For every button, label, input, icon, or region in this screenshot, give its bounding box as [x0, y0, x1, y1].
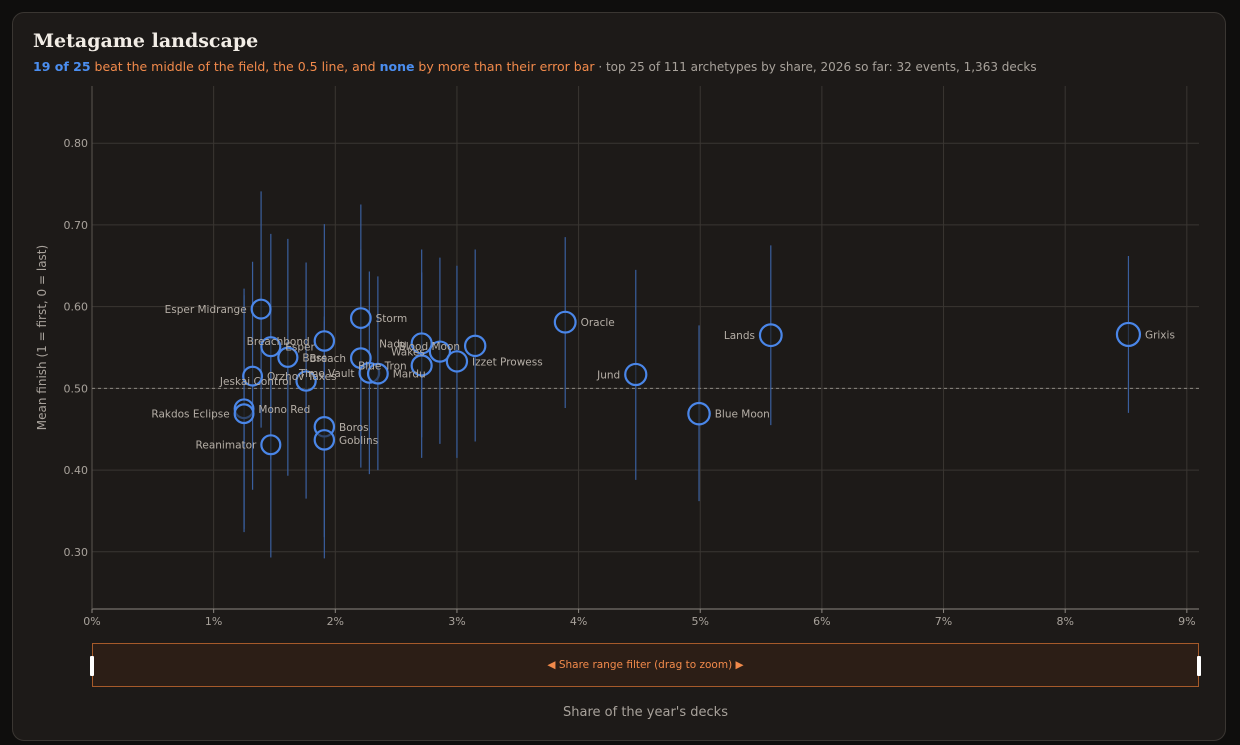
axis-ticks: 0% 1% 2% 3% 4% 5% 6% 7% 8% 9% 0.30 0.40 0.50 0.60 0.70…: [64, 137, 1196, 628]
range-filter-label: ◀ Share range filter (drag to zoom) ▶: [547, 659, 744, 671]
point-label: Lands: [724, 330, 755, 342]
range-handle-right[interactable]: [1197, 656, 1201, 676]
data-point[interactable]: [260, 336, 282, 358]
data-point[interactable]: [242, 365, 264, 387]
share-range-filter[interactable]: ◀ Share range filter (drag to zoom) ▶: [90, 643, 1201, 687]
point-label: Izzet Prowess: [472, 356, 543, 368]
y-tick-label: 0.60: [64, 301, 89, 314]
chart-subtitle: 19 of 25 beat the middle of the field, t…: [33, 59, 1037, 74]
x-axis-title: Share of the year's decks: [563, 705, 728, 720]
point-label: Reanimator: [196, 440, 257, 452]
point-label: Rakdos Eclipse: [151, 409, 229, 421]
data-point[interactable]: [233, 403, 255, 425]
subtitle-margin-text: by more than their error bar: [414, 59, 595, 74]
y-tick-label: 0.40: [64, 464, 89, 477]
point-label: Oracle: [581, 317, 615, 329]
y-tick-label: 0.70: [64, 219, 89, 232]
y-tick-label: 0.30: [64, 546, 89, 559]
data-point[interactable]: [410, 354, 433, 377]
data-point[interactable]: [313, 330, 336, 352]
x-tick-label: 2%: [327, 615, 344, 628]
point-label: Jeskai Control: [219, 376, 292, 388]
data-point[interactable]: [428, 340, 452, 363]
point-label: Wakes: [391, 347, 425, 359]
point-label: Time Vault: [298, 368, 355, 380]
point-label: Nadu: [379, 338, 407, 350]
data-point[interactable]: [463, 334, 487, 358]
data-point[interactable]: [260, 434, 282, 456]
data-point[interactable]: [758, 323, 783, 348]
range-handle-left[interactable]: [90, 656, 94, 676]
point-label: Blue Moon: [715, 409, 770, 421]
point-label: Storm: [376, 313, 408, 325]
point-label: Breach: [309, 353, 346, 365]
subtitle-none: none: [379, 59, 415, 74]
x-tick-label: 7%: [935, 615, 952, 628]
data-point[interactable]: [277, 346, 299, 368]
point-label: Jund: [596, 369, 620, 381]
x-tick-label: 1%: [205, 615, 222, 628]
data-point[interactable]: [410, 332, 433, 355]
point-label: Esper Midrange: [165, 304, 247, 316]
chart-card: [12, 12, 1226, 741]
y-tick-label: 0.80: [64, 137, 89, 150]
data-point[interactable]: [313, 429, 336, 451]
chart-title: Metagame landscape: [33, 30, 259, 52]
point-labels: Mono Red Rakdos Eclipse Orzhov Taxes Esper …: [151, 304, 1175, 452]
data-points: [233, 298, 1142, 456]
x-tick-label: 5%: [692, 615, 709, 628]
point-label: Mono Red: [258, 404, 310, 416]
point-label: Boss: [302, 352, 327, 364]
data-point[interactable]: [553, 310, 577, 334]
data-point[interactable]: [250, 298, 272, 320]
x-tick-label: 8%: [1056, 615, 1073, 628]
point-label: Breachbond: [247, 336, 310, 348]
point-label: Blood Moon: [399, 341, 461, 353]
data-point[interactable]: [366, 362, 389, 385]
point-label: Orzhov Taxes: [267, 371, 337, 383]
point-label: Blue Tron: [358, 360, 407, 372]
point-label: Mardu: [393, 369, 426, 381]
subtitle-details: · top 25 of 111 archetypes by share, 202…: [594, 60, 1037, 74]
x-tick-label: 4%: [570, 615, 587, 628]
data-point[interactable]: [687, 401, 711, 426]
subtitle-count: 19 of 25: [33, 59, 91, 74]
point-label: Esper: [285, 342, 315, 354]
data-point[interactable]: [624, 362, 648, 387]
x-tick-label: 6%: [813, 615, 830, 628]
x-tick-label: 9%: [1178, 615, 1195, 628]
data-point[interactable]: [1115, 321, 1142, 348]
grid-lines: [92, 86, 1199, 609]
y-tick-label: 0.50: [64, 382, 89, 395]
subtitle-beat-text: beat the middle of the field, the 0.5 li…: [90, 59, 380, 74]
point-label: Boros: [339, 422, 369, 434]
point-label: Goblins: [339, 435, 378, 447]
data-point[interactable]: [349, 307, 372, 329]
data-point[interactable]: [445, 350, 469, 373]
x-tick-label: 0%: [83, 615, 100, 628]
point-label: Grixis: [1145, 329, 1175, 341]
data-point[interactable]: [295, 370, 317, 392]
x-tick-label: 3%: [448, 615, 465, 628]
y-axis-title: Mean finish (1 = first, 0 = last): [35, 245, 49, 430]
